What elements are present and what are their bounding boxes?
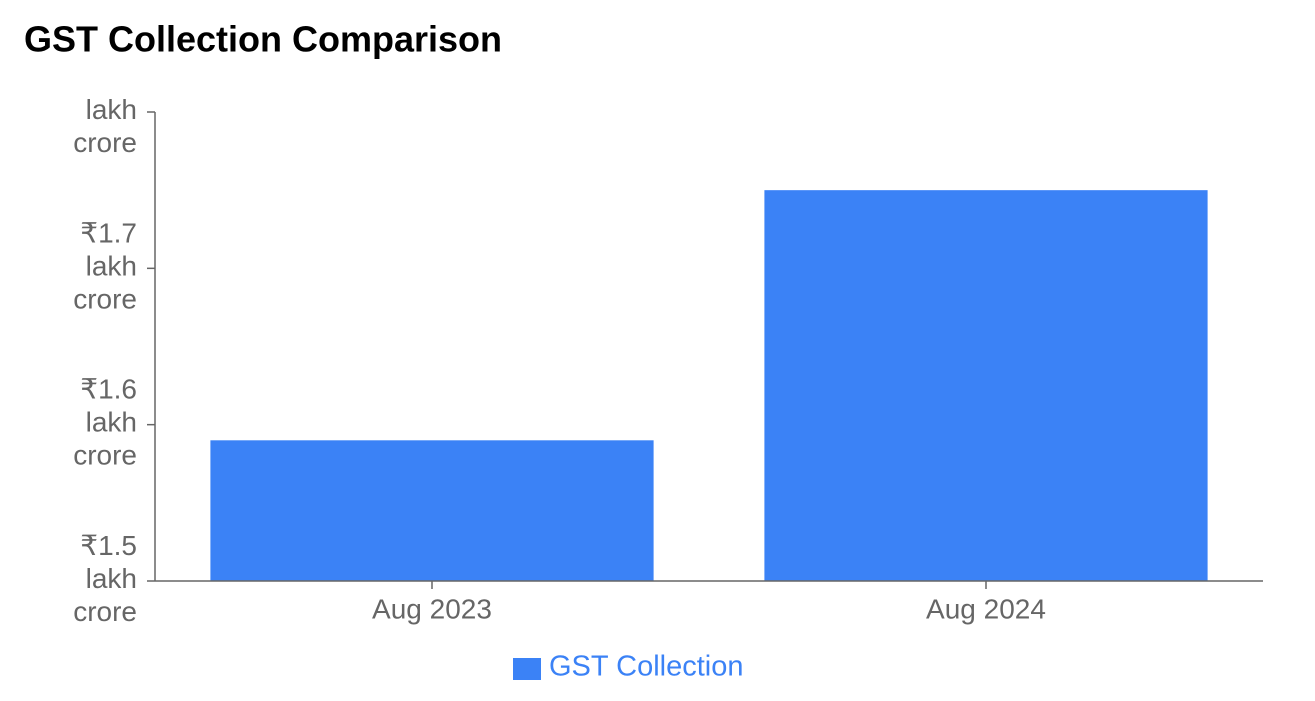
bar xyxy=(210,440,654,581)
legend-label: GST Collection xyxy=(549,651,744,683)
chart-title: GST Collection Comparison xyxy=(24,19,502,60)
bar xyxy=(764,190,1208,581)
legend-swatch xyxy=(513,658,541,680)
y-tick-label: ₹1.8 lakh crore xyxy=(73,61,137,158)
y-tick-label: ₹1.5 lakh crore xyxy=(73,530,137,627)
y-tick-label: ₹1.6 lakh crore xyxy=(73,374,137,471)
x-tick-label: Aug 2024 xyxy=(926,593,1046,624)
x-tick-label: Aug 2023 xyxy=(372,593,492,624)
y-tick-label: ₹1.7 lakh crore xyxy=(73,218,137,315)
